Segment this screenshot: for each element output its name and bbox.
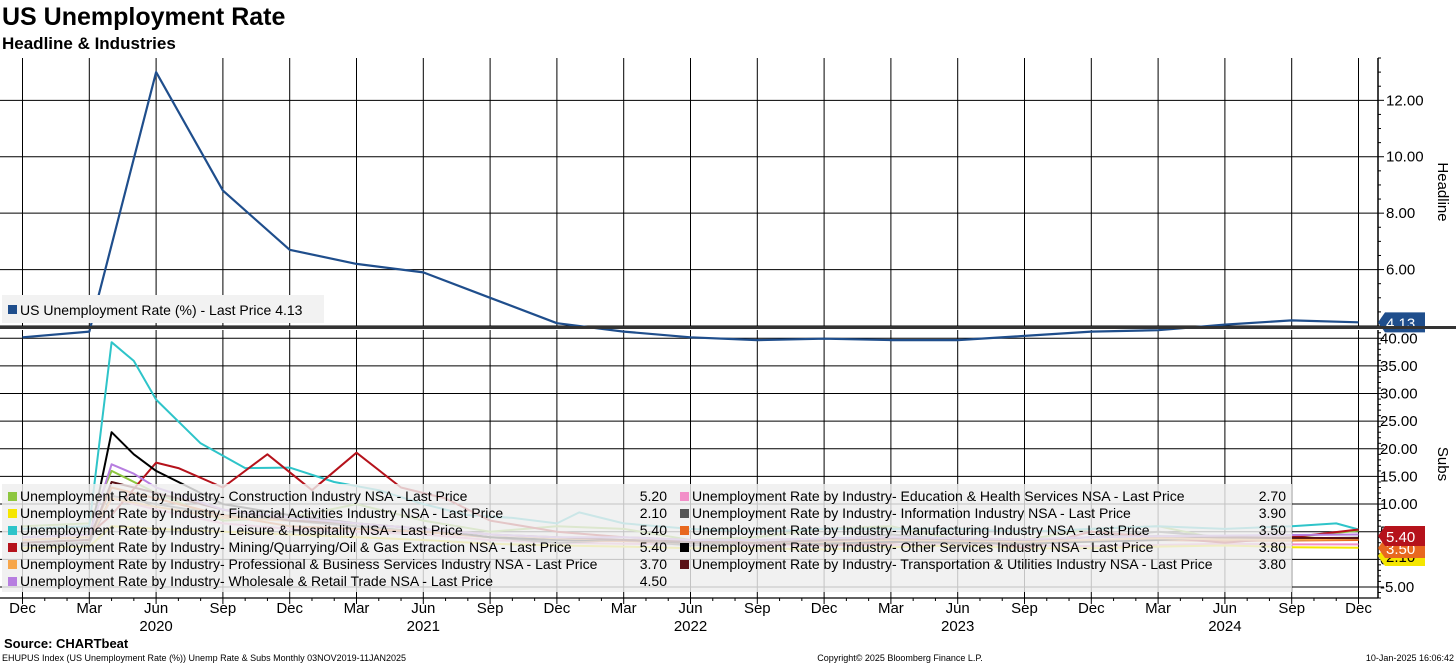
subs-legend-label: Unemployment Rate by Industry- Transport… — [692, 556, 1213, 572]
end-value-labels: 2.103.505.40 — [1378, 526, 1425, 566]
x-tick-label: Sep — [1011, 600, 1038, 617]
subs-legend-swatch — [8, 577, 17, 586]
headline-axis-label: Headline — [1434, 162, 1451, 221]
subs-y-tick-label: 30.00 — [1380, 386, 1418, 403]
headline-y-tick-label: 12.00 — [1386, 92, 1424, 109]
x-tick-label: Mar — [611, 600, 637, 617]
chart-subtitle: Headline & Industries — [2, 34, 176, 53]
subs-legend-label: Unemployment Rate by Industry- Education… — [692, 488, 1185, 504]
footer-left: EHUPUS Index (US Unemployment Rate (%)) … — [2, 653, 406, 663]
subs-y-tick-label: 15.00 — [1380, 468, 1418, 485]
subs-legend-value: 2.10 — [640, 505, 667, 521]
subs-legend-swatch — [680, 492, 689, 501]
footer-right: 10-Jan-2025 16:06:42 — [1366, 653, 1454, 663]
x-tick-label: Dec — [9, 600, 36, 617]
subs-y-axis: 40.0035.0030.0025.0020.0015.0010.005.000… — [1377, 330, 1418, 599]
subs-legend-swatch — [680, 509, 689, 518]
subs-legend-box — [2, 484, 1292, 592]
subs-legend-label: Unemployment Rate by Industry- Leisure &… — [20, 522, 463, 538]
subs-legend-label: Unemployment Rate by Industry- Construct… — [20, 488, 468, 504]
subs-legend-label: Unemployment Rate by Industry- Mining/Qu… — [20, 539, 572, 555]
x-tick-label: Sep — [210, 600, 237, 617]
subs-legend-label: Unemployment Rate by Industry- Other Ser… — [692, 539, 1154, 555]
x-tick-label: Dec — [1345, 600, 1372, 617]
headline-series-line — [22, 70, 1359, 342]
subs-y-tick-label: 35.00 — [1380, 358, 1418, 375]
footer-center: Copyright© 2025 Bloomberg Finance L.P. — [817, 653, 983, 663]
x-tick-label: Sep — [1278, 600, 1305, 617]
subs-legend-value: 5.40 — [640, 539, 667, 555]
x-tick-label: Jun — [144, 600, 168, 617]
headline-legend-label: US Unemployment Rate (%) - Last Price 4.… — [20, 302, 303, 318]
x-year-label: 2021 — [407, 618, 440, 635]
panel-divider — [0, 326, 1456, 329]
subs-legend-swatch — [8, 543, 17, 552]
chart-title: US Unemployment Rate — [2, 3, 285, 31]
subs-legend-value: 3.50 — [1259, 522, 1286, 538]
subs-legend-value: 3.90 — [1259, 505, 1286, 521]
subs-end-label: 5.40 — [1378, 526, 1425, 546]
x-tick-label: Jun — [678, 600, 702, 617]
x-tick-label: Mar — [344, 600, 370, 617]
x-year-label: 2024 — [1208, 618, 1241, 635]
subs-legend-swatch — [8, 560, 17, 569]
x-tick-label: Mar — [76, 600, 102, 617]
headline-legend-swatch — [8, 305, 17, 314]
x-tick-label: Dec — [544, 600, 571, 617]
headline-legend: US Unemployment Rate (%) - Last Price 4.… — [2, 295, 324, 323]
x-tick-label: Mar — [878, 600, 904, 617]
x-tick-label: Dec — [811, 600, 838, 617]
subs-end-tag — [1378, 526, 1425, 546]
x-tick-label: Dec — [1078, 600, 1105, 617]
headline-y-tick-label: 10.00 — [1386, 149, 1424, 166]
headline-series-lines — [22, 70, 1359, 342]
subs-legend-label: Unemployment Rate by Industry- Financial… — [20, 505, 503, 521]
subs-legend-value: 4.50 — [640, 573, 667, 589]
subs-legend-label: Unemployment Rate by Industry- Manufactu… — [692, 522, 1150, 538]
subs-legend-label: Unemployment Rate by Industry- Informati… — [692, 505, 1131, 521]
subs-legend-swatch — [680, 560, 689, 569]
x-tick-label: Sep — [477, 600, 504, 617]
x-tick-label: Mar — [1145, 600, 1171, 617]
x-tick-label: Dec — [276, 600, 303, 617]
x-year-label: 2023 — [941, 618, 974, 635]
subs-legend-swatch — [8, 526, 17, 535]
subs-legend-value: 5.20 — [640, 488, 667, 504]
subs-legend-swatch — [8, 492, 17, 501]
subs-legend-label: Unemployment Rate by Industry- Professio… — [20, 556, 598, 572]
subs-legend-swatch — [680, 543, 689, 552]
subs-y-tick-label: 25.00 — [1380, 413, 1418, 430]
headline-y-tick-label: 8.00 — [1386, 205, 1415, 222]
x-year-label: 2022 — [674, 618, 707, 635]
headline-legend-box — [2, 295, 324, 323]
subs-legend-value: 5.40 — [640, 522, 667, 538]
subs-y-tick-label: -5.00 — [1380, 579, 1414, 596]
headline-grid — [0, 58, 1378, 327]
subs-legend: Unemployment Rate by Industry- Construct… — [2, 484, 1292, 592]
source-note: Source: CHARTbeat — [4, 636, 129, 651]
subs-legend-label: Unemployment Rate by Industry- Wholesale… — [20, 573, 493, 589]
subs-end-text: 5.40 — [1386, 529, 1415, 546]
headline-y-tick-label: 6.00 — [1386, 262, 1415, 279]
subs-y-tick-label: 40.00 — [1380, 330, 1418, 347]
x-tick-label: Jun — [411, 600, 435, 617]
subs-legend-value: 3.80 — [1259, 556, 1286, 572]
x-axis: Dec Mar Jun Sep Dec Mar Jun Sep Dec Mar Jun Sep Dec M… — [0, 597, 1378, 635]
subs-y-tick-label: 20.00 — [1380, 441, 1418, 458]
subs-legend-value: 2.70 — [1259, 488, 1286, 504]
subs-legend-value: 3.70 — [640, 556, 667, 572]
subs-legend-swatch — [8, 509, 17, 518]
subs-y-tick-label: 10.00 — [1380, 496, 1418, 513]
x-year-label: 2020 — [139, 618, 172, 635]
subs-legend-value: 3.80 — [1259, 539, 1286, 555]
subs-axis-label: Subs — [1434, 447, 1451, 481]
x-tick-label: Sep — [744, 600, 771, 617]
x-tick-label: Jun — [1213, 600, 1237, 617]
subs-legend-swatch — [680, 526, 689, 535]
x-tick-label: Jun — [946, 600, 970, 617]
